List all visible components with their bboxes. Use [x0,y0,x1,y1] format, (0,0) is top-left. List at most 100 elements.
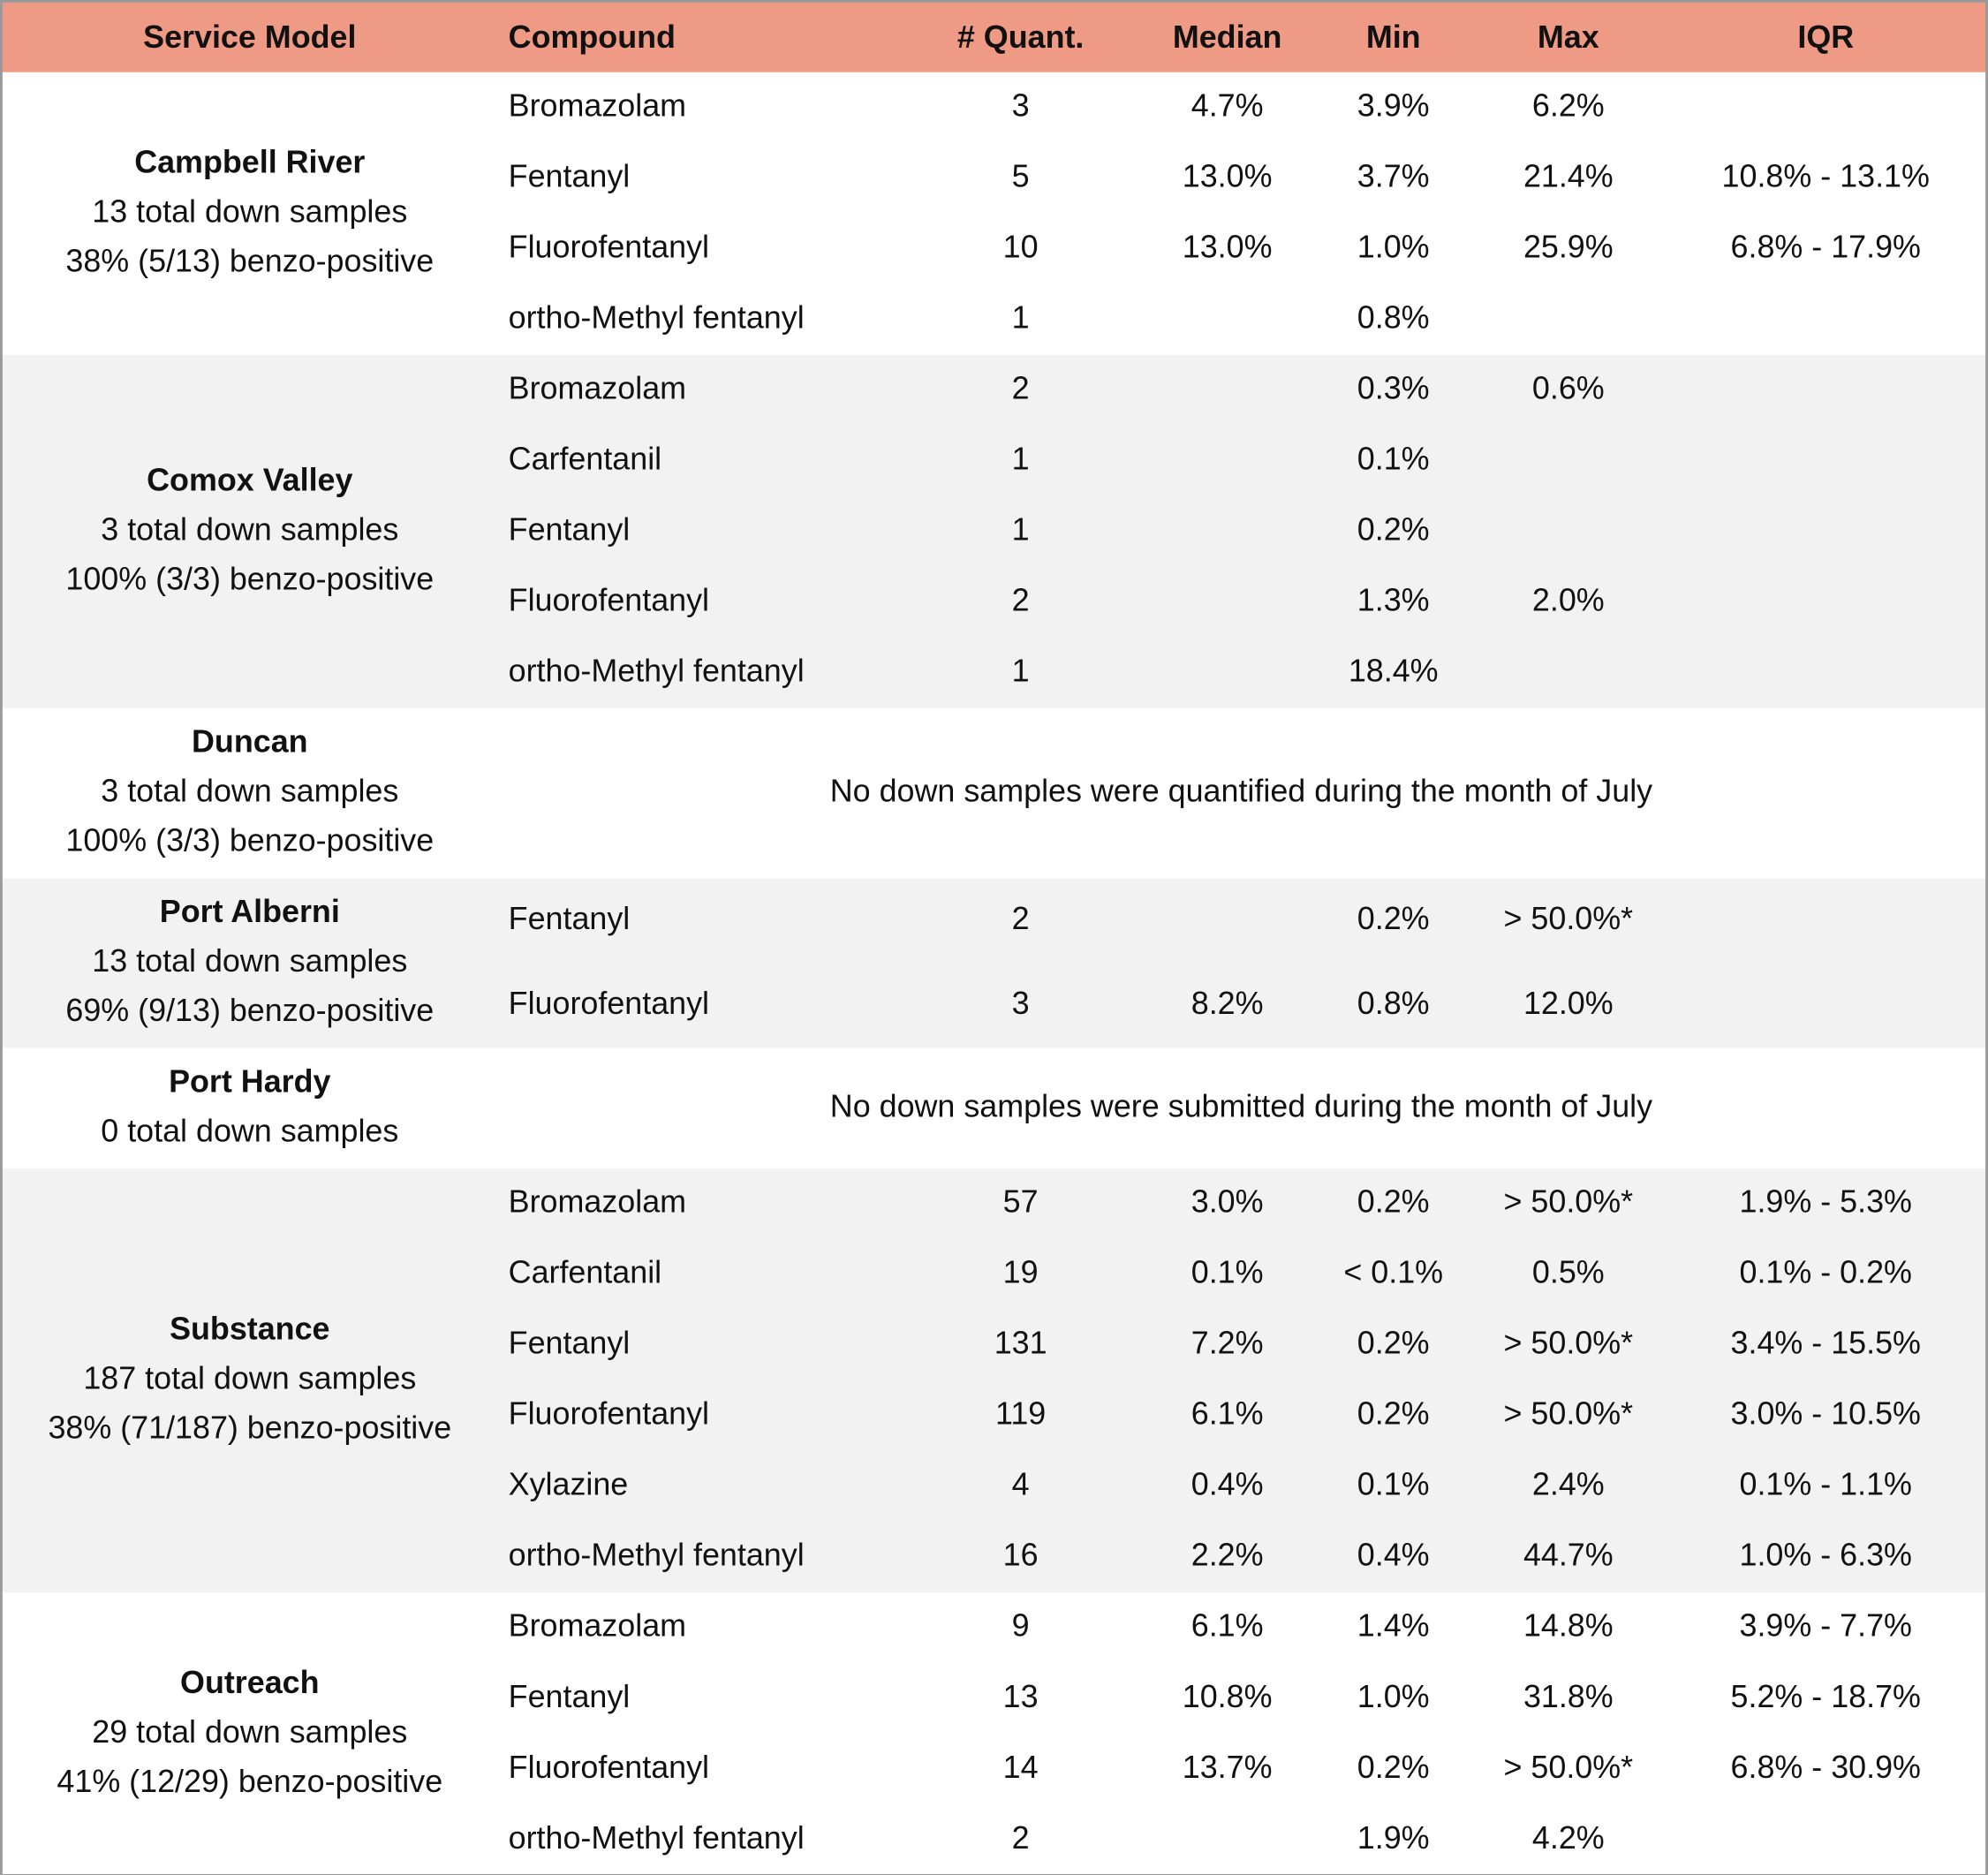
cell-iqr: 6.8% - 17.9% [1731,229,1921,264]
cell-max: > 50.0%* [1504,1750,1634,1785]
cell-max: 0.5% [1532,1255,1605,1290]
cell-min: 0.3% [1357,370,1430,405]
cell-compound: ortho-Methyl fentanyl [509,1538,805,1573]
cell-n: 119 [995,1396,1046,1432]
cell-compound: Fluorofentanyl [509,582,709,617]
cell-min: 0.1% [1357,1467,1430,1502]
cell-n: 2 [1012,901,1030,936]
cell-compound: Fluorofentanyl [509,986,709,1021]
cell-iqr: 10.8% - 13.1% [1722,158,1930,193]
cell-n: 1 [1012,299,1030,335]
cell-median: 13.0% [1183,158,1273,193]
group-background [0,1168,1988,1593]
cell-compound: Fentanyl [509,1326,631,1361]
cell-compound: Fentanyl [509,158,631,193]
cell-n: 2 [1012,1820,1030,1856]
service-summary: 3 total down samples [101,774,398,809]
cell-min: 0.8% [1357,299,1430,335]
cell-iqr: 3.9% - 7.7% [1740,1608,1912,1644]
service-summary: 38% (71/187) benzo-positive [48,1410,451,1446]
cell-max: > 50.0%* [1504,1184,1634,1220]
group-background [0,708,1988,879]
cell-n: 13 [1003,1679,1039,1714]
cell-median: 13.0% [1183,229,1273,264]
cell-iqr: 0.1% - 0.2% [1740,1255,1912,1290]
cell-compound: Bromazolam [509,370,686,405]
cell-compound: Fentanyl [509,1679,631,1714]
cell-compound: Xylazine [509,1467,629,1502]
cell-compound: ortho-Methyl fentanyl [509,299,805,335]
cell-max: > 50.0%* [1504,1326,1634,1361]
cell-n: 3 [1012,986,1030,1021]
cell-median: 4.7% [1191,87,1264,123]
service-summary: 41% (12/29) benzo-positive [57,1764,442,1799]
service-summary: 187 total down samples [83,1361,416,1396]
cell-min: 0.2% [1357,1750,1430,1785]
cell-max: > 50.0%* [1504,1396,1634,1432]
service-name: Duncan [192,724,308,760]
cell-n: 9 [1012,1608,1030,1644]
note: No down samples were quantified during t… [830,774,1652,809]
cell-compound: Bromazolam [509,1608,686,1644]
cell-compound: Fluorofentanyl [509,1396,709,1432]
column-header: IQR [1797,19,1854,55]
cell-max: 6.2% [1532,87,1605,123]
cell-min: 1.4% [1357,1608,1430,1644]
cell-max: 2.0% [1532,582,1605,617]
note: No down samples were submitted during th… [830,1088,1652,1123]
cell-min: 0.8% [1357,986,1430,1021]
cell-compound: ortho-Methyl fentanyl [509,654,805,689]
service-summary: 3 total down samples [101,511,398,547]
service-summary: 13 total down samples [92,193,407,229]
cell-n: 2 [1012,370,1030,405]
cell-median: 0.4% [1191,1467,1264,1502]
service-summary: 38% (5/13) benzo-positive [65,243,434,278]
cell-n: 131 [994,1326,1047,1361]
cell-median: 3.0% [1191,1184,1264,1220]
cell-iqr: 0.1% - 1.1% [1740,1467,1912,1502]
cell-median: 6.1% [1191,1608,1264,1644]
service-summary: 69% (9/13) benzo-positive [65,993,434,1028]
cell-n: 5 [1012,158,1030,193]
group-background [0,878,1988,1048]
column-header: Max [1538,19,1599,55]
cell-compound: Carfentanil [509,441,662,476]
group-background [0,72,1988,355]
cell-n: 57 [1003,1184,1039,1220]
cell-compound: Bromazolam [509,1184,686,1220]
group-background [0,1592,1988,1875]
service-name: Comox Valley [147,462,352,497]
cell-iqr: 3.4% - 15.5% [1731,1326,1921,1361]
cell-max: 4.2% [1532,1820,1605,1856]
cell-min: 1.0% [1357,229,1430,264]
header-background [0,0,1988,72]
column-header: # Quant. [957,19,1085,55]
cell-n: 1 [1012,511,1030,547]
cell-max: 25.9% [1523,229,1614,264]
cell-n: 3 [1012,87,1030,123]
cell-min: 0.4% [1357,1538,1430,1573]
cell-compound: ortho-Methyl fentanyl [509,1820,805,1856]
column-header: Median [1173,19,1282,55]
cell-n: 4 [1012,1467,1030,1502]
cell-compound: Fluorofentanyl [509,229,709,264]
column-header: Compound [509,19,676,55]
cell-median: 8.2% [1191,986,1264,1021]
cell-iqr: 3.0% - 10.5% [1731,1396,1921,1432]
cell-min: 3.7% [1357,158,1430,193]
cell-min: 0.2% [1357,1396,1430,1432]
service-summary: 100% (3/3) benzo-positive [65,561,434,596]
cell-min: 1.9% [1357,1820,1430,1856]
cell-max: 21.4% [1523,158,1614,193]
cell-n: 14 [1003,1750,1039,1785]
service-name: Outreach [180,1665,320,1700]
cell-median: 0.1% [1191,1255,1264,1290]
cell-compound: Fentanyl [509,901,631,936]
cell-median: 10.8% [1183,1679,1273,1714]
service-summary: 13 total down samples [92,943,407,979]
service-summary: 0 total down samples [101,1113,398,1148]
cell-n: 2 [1012,582,1030,617]
cell-n: 10 [1003,229,1039,264]
cell-iqr: 1.0% - 6.3% [1740,1538,1912,1573]
